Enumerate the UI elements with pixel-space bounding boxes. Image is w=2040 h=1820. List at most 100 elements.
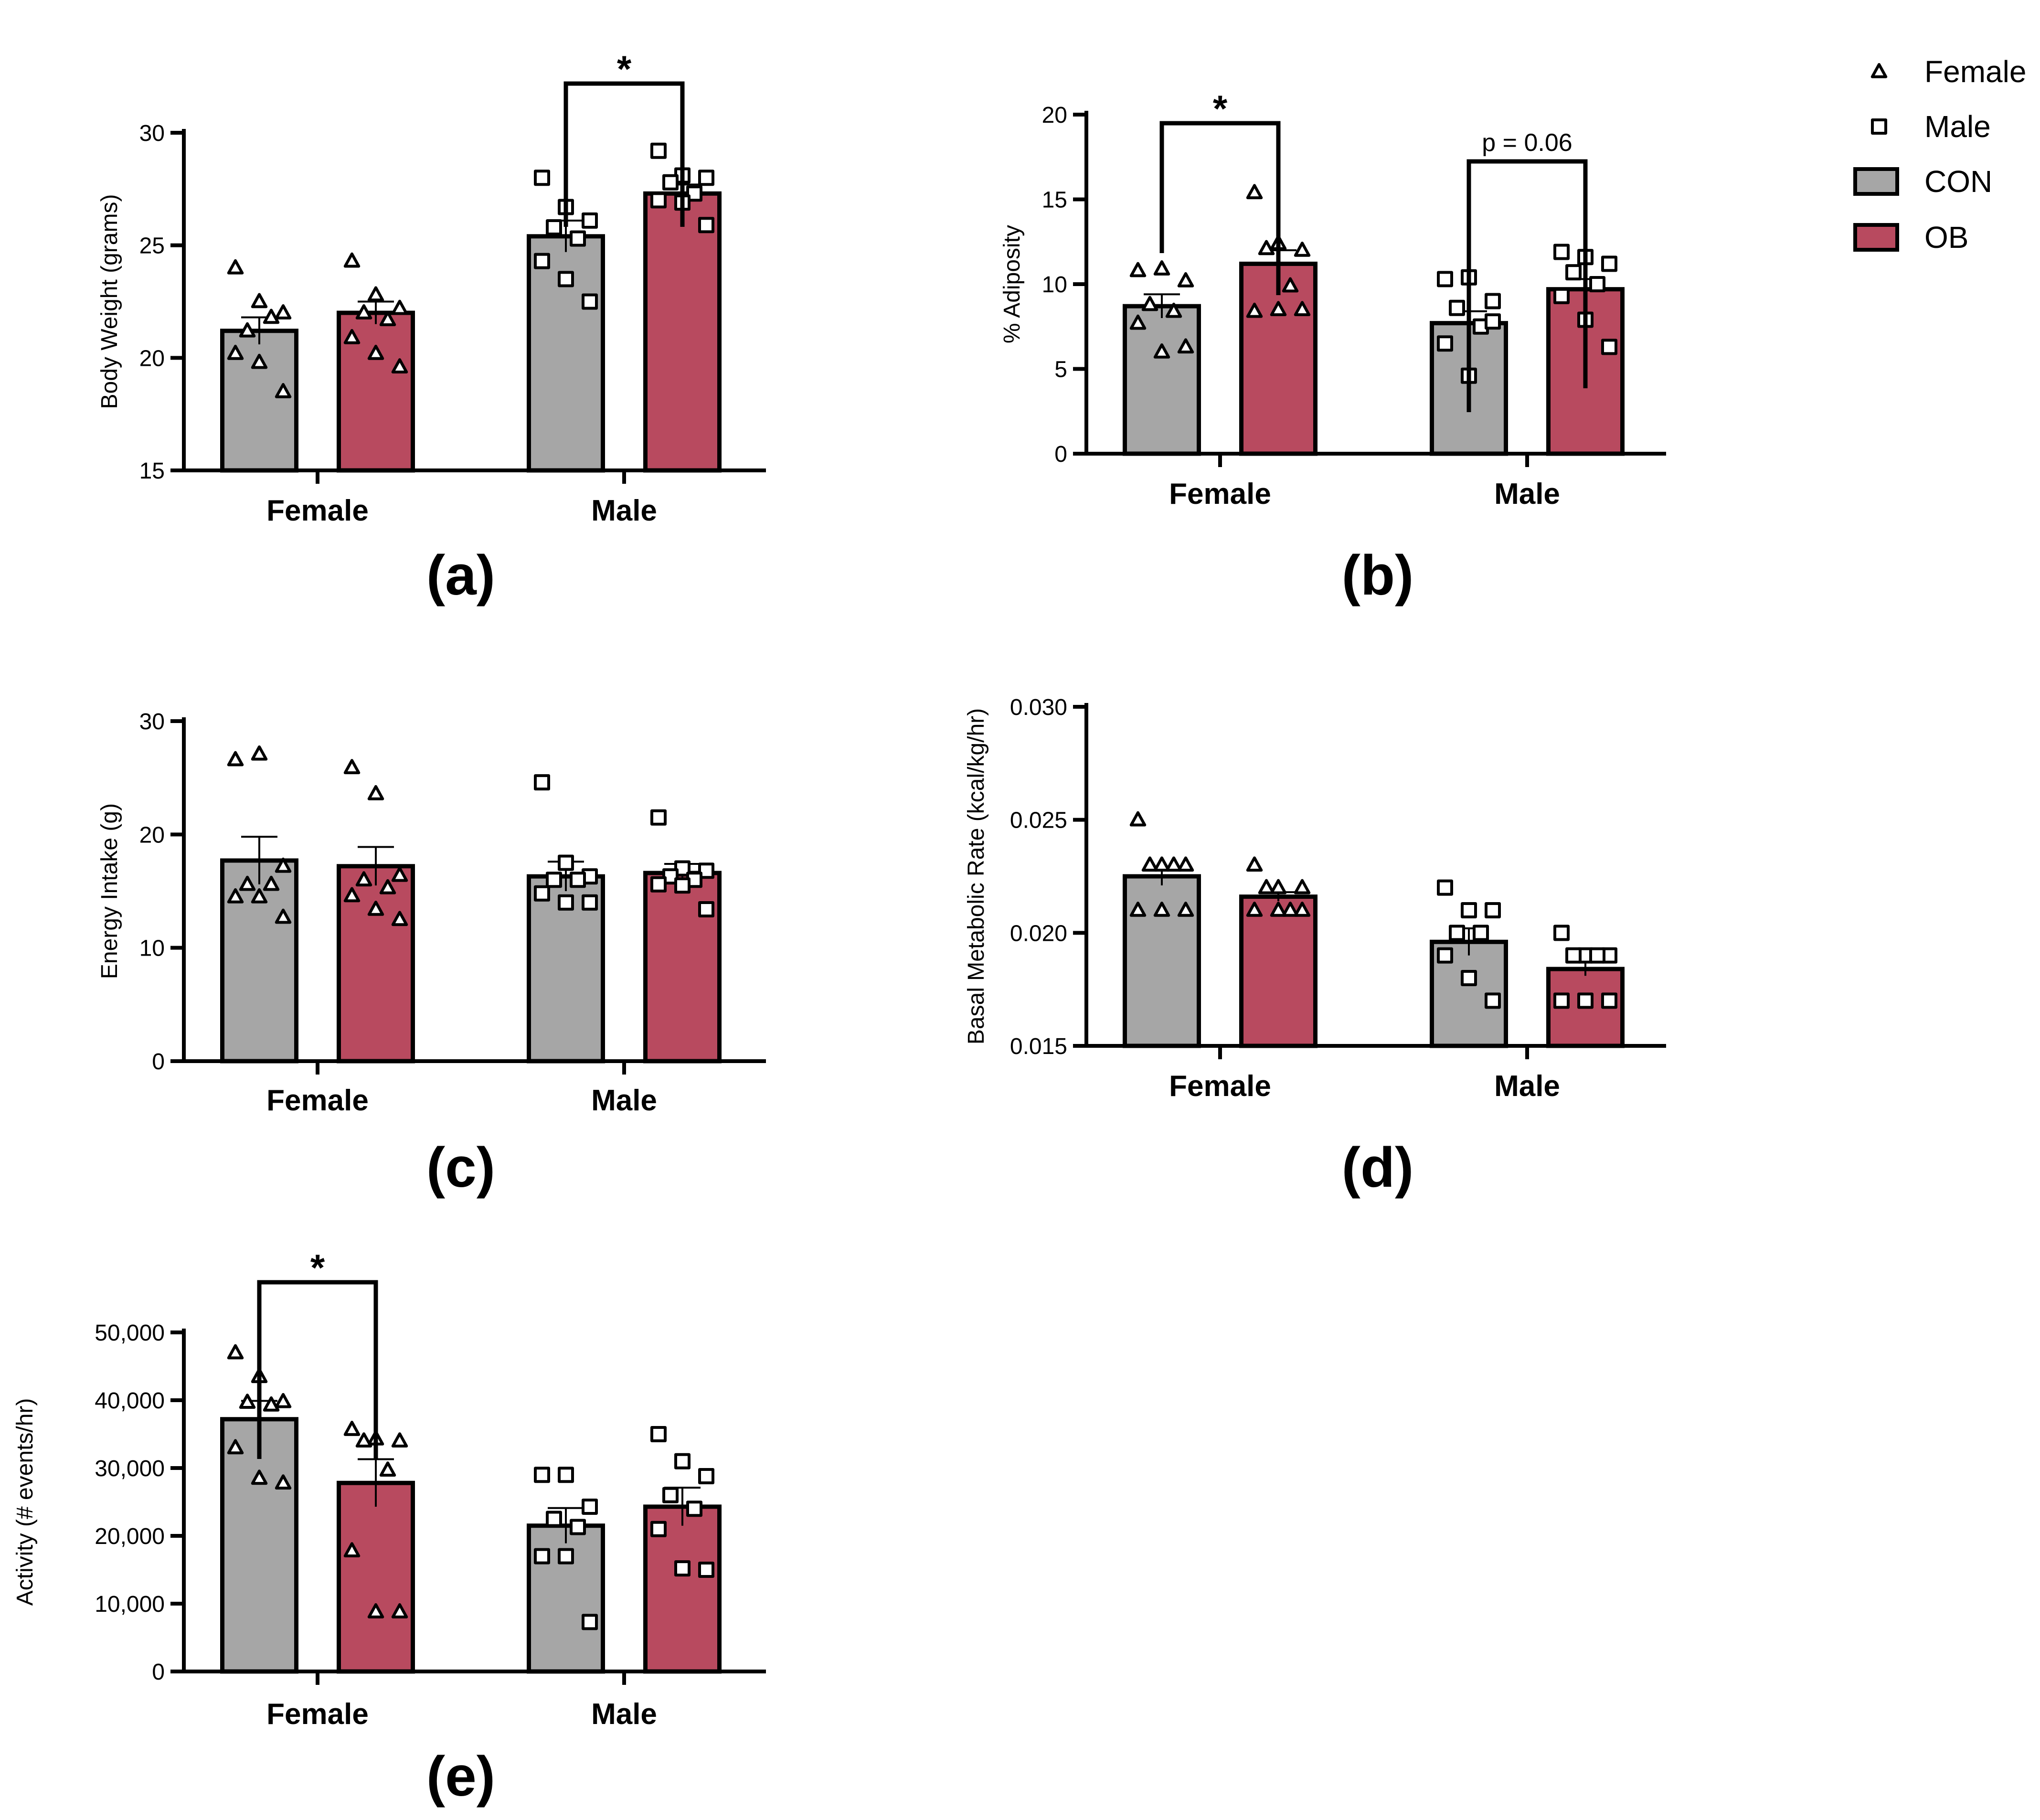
- data-point-a-ob-1-7: [698, 217, 714, 234]
- y-tick-label-b-4: 20: [1042, 103, 1067, 128]
- data-point-c-con-0-1: [251, 745, 268, 761]
- data-point-c-con-0-6: [251, 888, 268, 904]
- data-point-e-ob-1-1: [674, 1453, 691, 1469]
- data-point-a-ob-1-2: [698, 170, 714, 186]
- legend-label-con: CON: [1924, 164, 1992, 199]
- data-point-b-con-0-4: [1165, 302, 1182, 318]
- significance-bracket-b-0: [1159, 121, 1281, 295]
- data-point-c-ob-0-3: [355, 871, 372, 887]
- data-point-d-ob-1-0: [1553, 925, 1570, 941]
- data-point-b-ob-0-2: [1294, 242, 1311, 257]
- category-label-a-female: Female: [266, 494, 369, 527]
- y-tick-label-b-0: 0: [1054, 442, 1067, 467]
- data-point-d-con-1-1: [1461, 902, 1477, 918]
- data-point-d-ob-1-7: [1601, 992, 1617, 1009]
- panel-d: 0.015 0.020 0.025 0.030 Female Male Basal Meta…: [964, 695, 1666, 1199]
- panel-a: 15 20 25 30 Female Male Body Weight (grams) (a)…: [97, 48, 766, 607]
- data-point-a-con-0-3: [239, 322, 256, 338]
- data-point-d-con-1-0: [1437, 879, 1453, 896]
- data-point-e-con-1-6: [558, 1548, 574, 1565]
- panel-e: 0 10,000 20,000 30,000 40,000 50,000 Female Mal…: [12, 1246, 766, 1808]
- data-point-d-con-0-4: [1165, 856, 1182, 872]
- data-point-c-con-1-0: [534, 774, 550, 791]
- data-point-b-ob-0-4: [1282, 277, 1299, 293]
- data-point-d-con-0-3: [1141, 856, 1158, 872]
- legend-triangle-icon: [1870, 63, 1888, 78]
- bar-e-ob-female: [337, 1480, 415, 1674]
- y-tick-label-e-5: 50,000: [95, 1320, 165, 1346]
- data-point-b-con-0-3: [1141, 296, 1158, 311]
- data-point-c-ob-0-5: [343, 887, 361, 903]
- y-tick-label-c-0: 0: [152, 1049, 165, 1075]
- y-tick-label-a-1: 20: [139, 346, 165, 371]
- data-point-c-con-1-6: [558, 894, 574, 911]
- data-point-e-con-0-7: [275, 1474, 292, 1490]
- data-point-d-ob-0-2: [1294, 879, 1311, 894]
- data-point-e-con-0-4: [263, 1396, 280, 1412]
- data-point-d-con-1-3: [1449, 925, 1465, 941]
- data-point-c-con-0-0: [227, 751, 244, 766]
- category-label-d-female: Female: [1169, 1070, 1271, 1103]
- data-point-e-con-0-6: [251, 1469, 268, 1485]
- legend-square-icon: [1871, 118, 1887, 135]
- data-point-e-ob-0-7: [391, 1603, 408, 1618]
- data-point-a-ob-0-6: [367, 344, 384, 360]
- data-point-c-ob-1-2: [698, 862, 714, 879]
- category-label-d-male: Male: [1494, 1070, 1560, 1103]
- data-point-b-ob-1-0: [1553, 244, 1570, 260]
- data-point-b-con-0-1: [1153, 260, 1170, 276]
- data-point-c-ob-0-0: [343, 759, 361, 775]
- data-point-d-ob-0-1: [1270, 879, 1287, 894]
- data-point-e-ob-1-0: [650, 1426, 667, 1442]
- data-point-c-con-0-7: [275, 908, 292, 924]
- data-point-d-con-0-6: [1153, 902, 1170, 917]
- data-point-b-ob-0-6: [1270, 301, 1287, 317]
- data-point-a-ob-1-0: [650, 142, 667, 159]
- y-tick-label-a-2: 25: [139, 234, 165, 259]
- panel-label-d: (d): [1342, 1136, 1414, 1199]
- data-point-a-con-1-5: [534, 253, 550, 269]
- data-point-a-con-0-5: [227, 344, 244, 360]
- data-point-d-ob-1-4: [1589, 947, 1605, 964]
- data-point-c-con-1-7: [582, 894, 598, 911]
- y-tick-label-d-1: 0.020: [1010, 921, 1067, 946]
- panel-label-a: (a): [426, 544, 495, 607]
- data-point-d-ob-1-6: [1577, 992, 1594, 1009]
- legend-swatch-ob: [1853, 223, 1899, 252]
- data-point-d-ob-0-4: [1282, 902, 1299, 917]
- data-point-b-con-0-6: [1153, 343, 1170, 359]
- bar-d-ob-female: [1239, 894, 1318, 1048]
- data-point-b-con-0-5: [1129, 314, 1147, 330]
- y-tick-label-d-2: 0.025: [1010, 808, 1067, 833]
- significance-bracket-e-0: [257, 1280, 378, 1459]
- legend-label-male: Male: [1924, 109, 1991, 144]
- data-point-a-con-0-2: [275, 304, 292, 319]
- data-point-c-ob-0-7: [391, 911, 408, 926]
- data-point-d-con-1-2: [1485, 902, 1501, 918]
- legend-label-female: Female: [1924, 54, 2026, 89]
- data-point-a-con-0-0: [227, 259, 244, 275]
- data-point-e-con-0-2: [275, 1393, 292, 1408]
- data-point-c-con-1-5: [534, 885, 550, 902]
- data-point-a-ob-1-3: [662, 174, 679, 191]
- data-point-a-ob-0-0: [343, 252, 361, 268]
- significance-label-a-0: *: [617, 48, 632, 90]
- data-point-c-ob-0-2: [391, 866, 408, 882]
- significance-label-b-1: p = 0.06: [1482, 129, 1572, 157]
- y-tick-label-b-1: 5: [1054, 357, 1067, 383]
- data-point-e-ob-0-3: [355, 1432, 372, 1447]
- data-point-e-ob-1-3: [662, 1487, 679, 1503]
- data-point-d-con-0-2: [1177, 856, 1194, 872]
- significance-bracket-a-0: [563, 81, 685, 227]
- data-point-e-ob-0-0: [343, 1421, 361, 1436]
- data-point-e-con-1-1: [558, 1467, 574, 1483]
- data-point-e-ob-1-5: [650, 1521, 667, 1537]
- data-point-a-ob-1-5: [650, 192, 667, 209]
- data-point-e-ob-0-6: [367, 1603, 384, 1618]
- y-tick-label-b-2: 10: [1042, 272, 1067, 298]
- y-axis-label-e: Activity (# events/hr): [12, 1398, 38, 1606]
- data-point-b-ob-0-5: [1246, 302, 1263, 318]
- data-point-e-ob-0-4: [379, 1461, 396, 1477]
- data-point-c-con-0-5: [227, 888, 244, 904]
